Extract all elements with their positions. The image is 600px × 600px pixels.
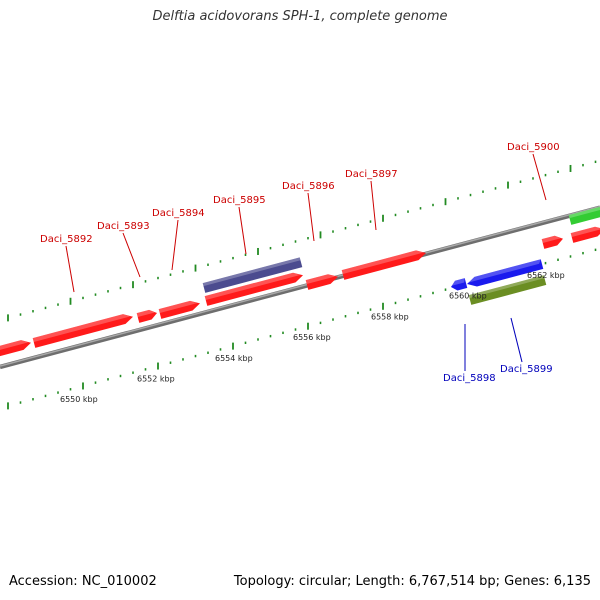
forward-gene[interactable] <box>0 338 32 357</box>
forward-gene-shine <box>541 235 561 244</box>
forward-gene-shape <box>341 250 426 280</box>
accession-label: Accession: NC_010002 <box>9 574 157 589</box>
forward-gene-shine <box>0 340 29 352</box>
forward-gene-shape <box>541 235 563 249</box>
scale-label: 6556 kbp <box>293 333 331 342</box>
feature-layer <box>202 205 600 305</box>
reverse-gene[interactable] <box>466 259 544 289</box>
scale-label: 6552 kbp <box>137 375 175 384</box>
reverse-gene-shape <box>467 259 544 287</box>
gene-label-daci_5899[interactable]: Daci_5899 <box>500 364 553 375</box>
forward-gene[interactable] <box>158 299 202 319</box>
forward-gene-shape <box>570 226 600 243</box>
reverse-gene-shine <box>466 259 541 284</box>
gene-leader-line <box>122 232 141 278</box>
purple-feature <box>202 257 303 293</box>
gene-leader-line <box>171 219 179 271</box>
forward-gene-shine <box>204 272 301 301</box>
green-feature-shine <box>568 205 600 219</box>
forward-gene[interactable] <box>341 248 428 280</box>
gene-label-daci_5898[interactable]: Daci_5898 <box>443 373 496 384</box>
reverse-gene-shine <box>450 278 465 287</box>
gene-label-daci_5892[interactable]: Daci_5892 <box>40 234 93 245</box>
forward-gene[interactable] <box>32 312 135 348</box>
purple-feature-shape <box>202 257 303 293</box>
forward-gene[interactable] <box>541 234 565 249</box>
forward-gene-shine <box>136 309 155 318</box>
green-feature <box>568 205 600 225</box>
olive-feature-shape <box>468 275 547 305</box>
forward-gene[interactable] <box>305 272 340 290</box>
forward-gene-shape <box>305 274 339 290</box>
gene-label-daci_5896[interactable]: Daci_5896 <box>282 181 335 192</box>
label-layer: 6550 kbp 6552 kbp 6554 kbp 6556 kbp 6558 kbp… <box>40 142 565 404</box>
gene-leader-line <box>370 180 377 231</box>
purple-feature-shine <box>202 257 301 287</box>
gene-leader-line <box>510 317 523 363</box>
forward-gene-shine <box>570 226 600 238</box>
forward-gene[interactable] <box>204 270 305 306</box>
reverse-gene[interactable] <box>450 278 468 292</box>
forward-gene-shine <box>305 274 336 285</box>
gene-label-daci_5900[interactable]: Daci_5900 <box>507 142 560 153</box>
olive-feature-shine <box>468 275 545 299</box>
forward-gene-shape <box>204 272 303 306</box>
gene-layer[interactable] <box>0 224 600 357</box>
genome-backbone <box>0 205 600 370</box>
olive-feature <box>468 275 547 305</box>
scale-label: 6562 kbp <box>527 271 565 280</box>
scale-label: 6560 kbp <box>449 292 487 301</box>
gene-label-daci_5894[interactable]: Daci_5894 <box>152 208 205 219</box>
scale-label: 6550 kbp <box>60 395 98 404</box>
backbone-layer <box>0 205 600 370</box>
reverse-gene-shape <box>451 278 468 291</box>
genome-info-label: Topology: circular; Length: 6,767,514 bp… <box>233 574 591 589</box>
gene-leader-line <box>238 206 247 255</box>
forward-gene-shape <box>158 300 200 319</box>
gene-label-daci_5895[interactable]: Daci_5895 <box>213 195 266 206</box>
forward-gene-shine <box>32 314 131 343</box>
gene-leader-line <box>65 245 75 293</box>
forward-gene-shape <box>32 314 134 348</box>
gene-label-daci_5897[interactable]: Daci_5897 <box>345 169 398 180</box>
forward-gene[interactable] <box>136 308 159 323</box>
green-feature-shape <box>568 205 600 225</box>
forward-gene-shine <box>158 300 198 314</box>
forward-gene-shine <box>341 250 424 275</box>
genome-backbone-highlight <box>0 205 600 367</box>
forward-gene-shape <box>136 309 158 323</box>
genome-title: Delftia acidovorans SPH-1, complete geno… <box>152 9 448 24</box>
scale-label: 6554 kbp <box>215 354 253 363</box>
forward-gene-shape <box>0 340 32 357</box>
gene-label-daci_5893[interactable]: Daci_5893 <box>97 221 150 232</box>
scale-label: 6558 kbp <box>371 312 409 321</box>
gene-leader-line <box>307 192 315 242</box>
forward-gene[interactable] <box>570 224 600 243</box>
gene-leader-line <box>532 153 547 201</box>
